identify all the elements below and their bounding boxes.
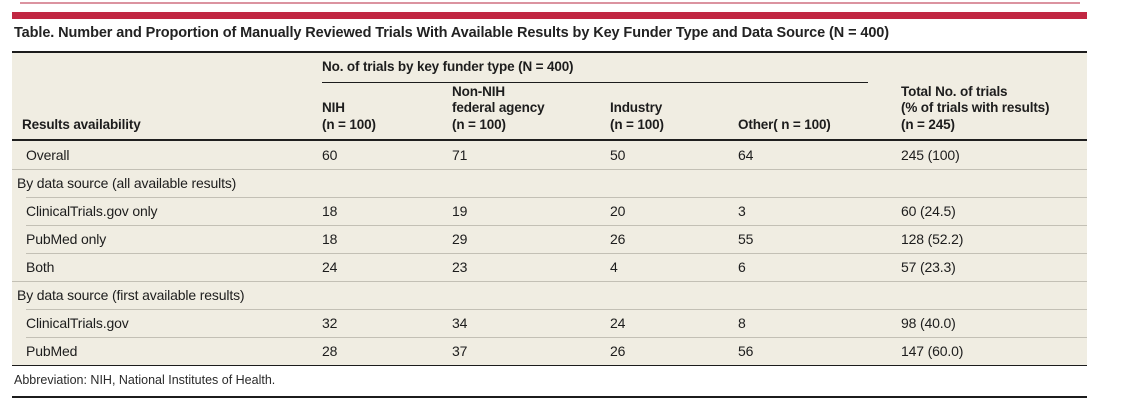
table-accent-bar	[12, 12, 1087, 19]
table-section-row-all-available: By data source (all available results)	[12, 169, 1087, 197]
table-row-clinicaltrials: ClinicalTrials.gov 32 34 24 8 98 (40.0)	[12, 309, 1087, 337]
bottom-rule	[12, 396, 1087, 398]
cell-other: 3	[738, 203, 746, 219]
row-label: ClinicalTrials.gov only	[26, 203, 158, 219]
column-header-industry: Industry (n = 100)	[610, 100, 664, 132]
cell-other: 8	[738, 315, 746, 331]
table-section-row-first-available: By data source (first available results)	[12, 281, 1087, 309]
spanner-label: No. of trials by key funder type (N = 40…	[322, 59, 574, 74]
spanner-rule	[322, 82, 868, 83]
section-label: By data source (first available results)	[17, 287, 245, 303]
cell-industry: 4	[610, 259, 618, 275]
cell-total: 245 (100)	[901, 147, 960, 163]
top-divider-line	[20, 2, 1080, 4]
cell-non-nih: 37	[452, 343, 468, 359]
cell-industry: 20	[610, 203, 626, 219]
row-label: PubMed	[26, 343, 78, 359]
section-label: By data source (all available results)	[17, 175, 237, 191]
table-row-pubmed-only: PubMed only 18 29 26 55 128 (52.2)	[12, 225, 1087, 253]
cell-total: 57 (23.3)	[901, 259, 956, 275]
column-header-other: Other( n = 100)	[738, 116, 831, 132]
cell-other: 55	[738, 231, 754, 247]
row-label: PubMed only	[26, 231, 107, 247]
row-label: Overall	[26, 147, 70, 163]
cell-industry: 26	[610, 231, 626, 247]
table-header: No. of trials by key funder type (N = 40…	[12, 53, 1087, 141]
cell-non-nih: 23	[452, 259, 468, 275]
column-header-nih: NIH (n = 100)	[322, 100, 376, 132]
abbreviation-footnote: Abbreviation: NIH, National Institutes o…	[14, 373, 276, 387]
cell-non-nih: 19	[452, 203, 468, 219]
table-panel: No. of trials by key funder type (N = 40…	[12, 53, 1087, 366]
cell-total: 98 (40.0)	[901, 315, 956, 331]
table-row-clinicaltrials-only: ClinicalTrials.gov only 18 19 20 3 60 (2…	[12, 197, 1087, 225]
cell-other: 6	[738, 259, 746, 275]
column-header-non-nih-federal-agency: Non-NIH federal agency (n = 100)	[452, 83, 545, 132]
cell-non-nih: 34	[452, 315, 468, 331]
cell-industry: 50	[610, 147, 626, 163]
cell-non-nih: 29	[452, 231, 468, 247]
column-header-results-availability: Results availability	[22, 116, 141, 132]
cell-nih: 32	[322, 315, 338, 331]
column-header-total: Total No. of trials (% of trials with re…	[901, 83, 1050, 132]
cell-non-nih: 71	[452, 147, 468, 163]
table-row-both: Both 24 23 4 6 57 (23.3)	[12, 253, 1087, 281]
table-body: Overall 60 71 50 64 245 (100) By data so…	[12, 141, 1087, 365]
cell-total: 60 (24.5)	[901, 203, 956, 219]
row-label: ClinicalTrials.gov	[26, 315, 129, 331]
cell-industry: 24	[610, 315, 626, 331]
table-row-overall: Overall 60 71 50 64 245 (100)	[12, 141, 1087, 169]
title-rule	[12, 51, 1087, 53]
cell-other: 56	[738, 343, 754, 359]
cell-total: 128 (52.2)	[901, 231, 964, 247]
table-row-pubmed: PubMed 28 37 26 56 147 (60.0)	[12, 337, 1087, 365]
cell-nih: 24	[322, 259, 338, 275]
cell-total: 147 (60.0)	[901, 343, 964, 359]
cell-nih: 28	[322, 343, 338, 359]
cell-industry: 26	[610, 343, 626, 359]
cell-nih: 60	[322, 147, 338, 163]
cell-nih: 18	[322, 231, 338, 247]
row-label: Both	[26, 259, 55, 275]
table-title: Table. Number and Proportion of Manually…	[14, 25, 889, 41]
cell-nih: 18	[322, 203, 338, 219]
cell-other: 64	[738, 147, 754, 163]
